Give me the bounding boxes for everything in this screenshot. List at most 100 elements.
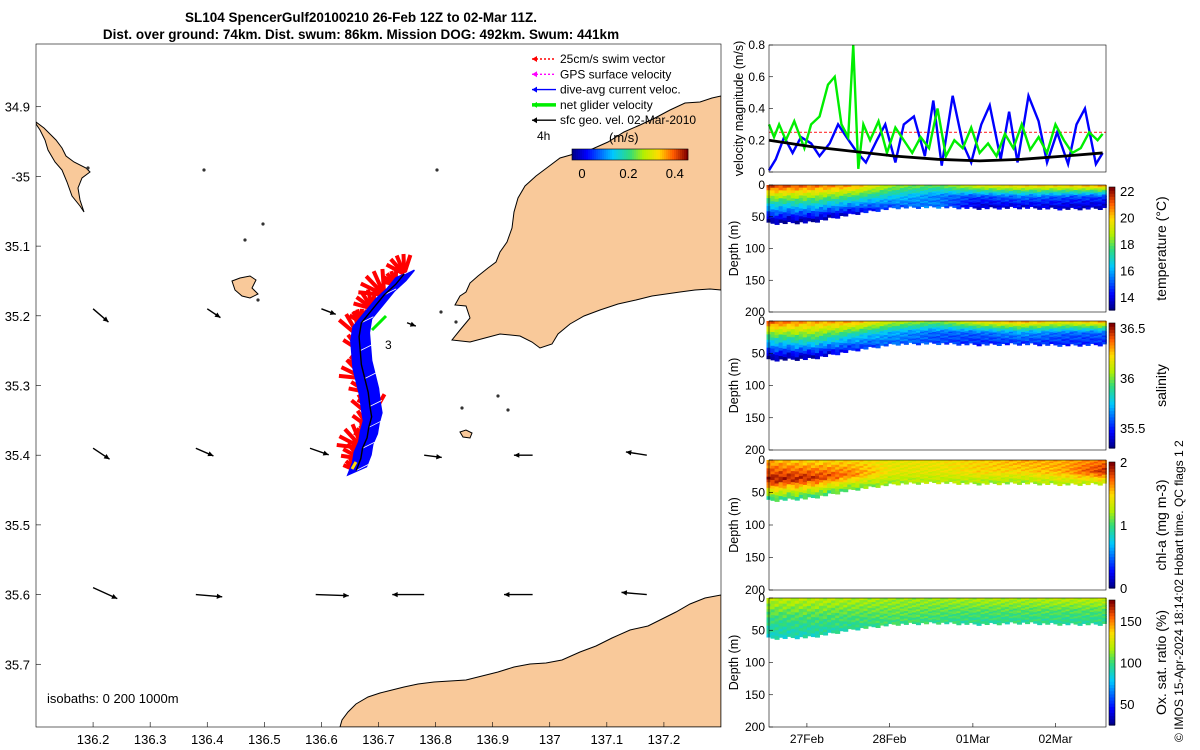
colorbar-cell bbox=[648, 149, 651, 160]
geo-velocity-arrowhead bbox=[329, 309, 336, 315]
x-tick-label: 136.3 bbox=[134, 732, 167, 747]
y-tick-label: 35.5 bbox=[5, 518, 30, 533]
colorbar-tick-label: 0.4 bbox=[666, 166, 684, 181]
colorbar-cell bbox=[618, 149, 621, 160]
colorbar-cell bbox=[580, 149, 583, 160]
colorbar-cell bbox=[626, 149, 629, 160]
land-islet bbox=[256, 298, 260, 302]
colorbar-cell bbox=[596, 149, 599, 160]
colorbar-cell bbox=[650, 149, 653, 160]
colorbar-frame bbox=[571, 148, 689, 161]
current-vector bbox=[369, 400, 383, 407]
y-tick-label: -35 bbox=[11, 169, 30, 184]
legend-label: 25cm/s swim vector bbox=[560, 52, 665, 66]
colorbar-cell bbox=[614, 149, 617, 160]
colorbar-cell bbox=[632, 149, 635, 160]
colorbar-cell bbox=[610, 149, 613, 160]
legend-arrowhead bbox=[532, 101, 537, 108]
geo-velocity-arrowhead bbox=[214, 312, 221, 318]
current-vector bbox=[368, 420, 381, 428]
colorbar-tick-label: 0.2 bbox=[619, 166, 637, 181]
colorbar-cell bbox=[578, 149, 581, 160]
land-islet bbox=[496, 394, 500, 398]
x-tick-label: 137 bbox=[539, 732, 561, 747]
y-tick-label: 35.6 bbox=[5, 588, 30, 603]
geo-velocity-arrowhead bbox=[103, 454, 110, 460]
legend-arrowhead bbox=[532, 86, 537, 93]
colorbar-cell bbox=[636, 149, 639, 160]
land-islet bbox=[86, 166, 90, 170]
colorbar-cell bbox=[588, 149, 591, 160]
colorbar-cell bbox=[638, 149, 641, 160]
current-vector bbox=[404, 267, 417, 275]
x-tick-label: 136.2 bbox=[77, 732, 110, 747]
colorbar-cell bbox=[598, 149, 601, 160]
colorbar-cell bbox=[646, 149, 649, 160]
colorbar-cell bbox=[624, 149, 627, 160]
y-tick-label: 35.3 bbox=[5, 379, 30, 394]
current-vector bbox=[364, 372, 377, 379]
legend-label: dive-avg current veloc. bbox=[560, 83, 681, 97]
geo-velocity-arrowhead bbox=[216, 593, 223, 599]
colorbar-cell bbox=[590, 149, 593, 160]
colorbar-cell bbox=[600, 149, 603, 160]
colorbar-cell bbox=[674, 149, 677, 160]
geo-velocity-arrowhead bbox=[625, 450, 632, 456]
land-islet bbox=[439, 310, 443, 314]
colorbar-cell bbox=[666, 149, 669, 160]
land-islet bbox=[435, 168, 439, 172]
net-velocity-vector bbox=[370, 314, 388, 332]
geo-velocity-arrowhead bbox=[513, 452, 520, 458]
colorbar-cell bbox=[660, 149, 663, 160]
colorbar-cell bbox=[584, 149, 587, 160]
colorbar-cell bbox=[658, 149, 661, 160]
geo-velocity-arrowhead bbox=[504, 591, 510, 598]
colorbar-cell bbox=[682, 149, 685, 160]
land-islet bbox=[506, 408, 510, 412]
current-vector bbox=[361, 316, 374, 324]
x-tick-label: 136.8 bbox=[419, 732, 452, 747]
y-tick-label: 35.7 bbox=[5, 657, 30, 672]
legend-arrowhead bbox=[532, 71, 537, 78]
colorbar-cell bbox=[670, 149, 673, 160]
colorbar-cell bbox=[654, 149, 657, 160]
colorbar-cell bbox=[574, 149, 577, 160]
colorbar-label: (m/s) bbox=[609, 130, 639, 145]
colorbar-cell bbox=[684, 149, 687, 160]
geo-velocity-arrowhead bbox=[207, 451, 214, 457]
geo-velocity-arrowhead bbox=[343, 592, 349, 599]
colorbar-cell bbox=[586, 149, 589, 160]
colorbar-cell bbox=[602, 149, 605, 160]
colorbar-tick-label: 0 bbox=[578, 166, 585, 181]
x-tick-label: 136.4 bbox=[191, 732, 224, 747]
colorbar-cell bbox=[620, 149, 623, 160]
colorbar-cell bbox=[664, 149, 667, 160]
land-kangaroo-island bbox=[339, 594, 721, 727]
geo-velocity-arrowhead bbox=[392, 591, 398, 598]
legend-label: net glider velocity bbox=[560, 98, 653, 112]
y-tick-label: 34.9 bbox=[5, 100, 30, 115]
colorbar-cell bbox=[582, 149, 585, 160]
glider-track-line bbox=[355, 273, 405, 471]
colorbar-cell bbox=[662, 149, 665, 160]
scale-label: 4h bbox=[537, 129, 550, 143]
x-tick-label: 136.7 bbox=[362, 732, 395, 747]
legend-label: sfc geo. vel. 02-Mar-2010 bbox=[560, 113, 696, 127]
colorbar-cell bbox=[656, 149, 659, 160]
colorbar-cell bbox=[642, 149, 645, 160]
colorbar-cell bbox=[672, 149, 675, 160]
colorbar-cell bbox=[676, 149, 679, 160]
y-tick-label: 35.2 bbox=[5, 309, 30, 324]
chart-title-line2: Dist. over ground: 74km. Dist. swum: 86k… bbox=[102, 27, 620, 42]
x-tick-label: 137.2 bbox=[648, 732, 681, 747]
colorbar-cell bbox=[644, 149, 647, 160]
current-vector bbox=[356, 464, 369, 471]
colorbar-cell bbox=[680, 149, 683, 160]
colorbar-cell bbox=[686, 149, 689, 160]
land-west-coast bbox=[36, 121, 91, 213]
geo-velocity-arrowhead bbox=[102, 316, 109, 323]
geo-velocity-arrowhead bbox=[111, 594, 118, 599]
geo-velocity-arrowhead bbox=[322, 450, 329, 456]
colorbar-cell bbox=[572, 149, 575, 160]
